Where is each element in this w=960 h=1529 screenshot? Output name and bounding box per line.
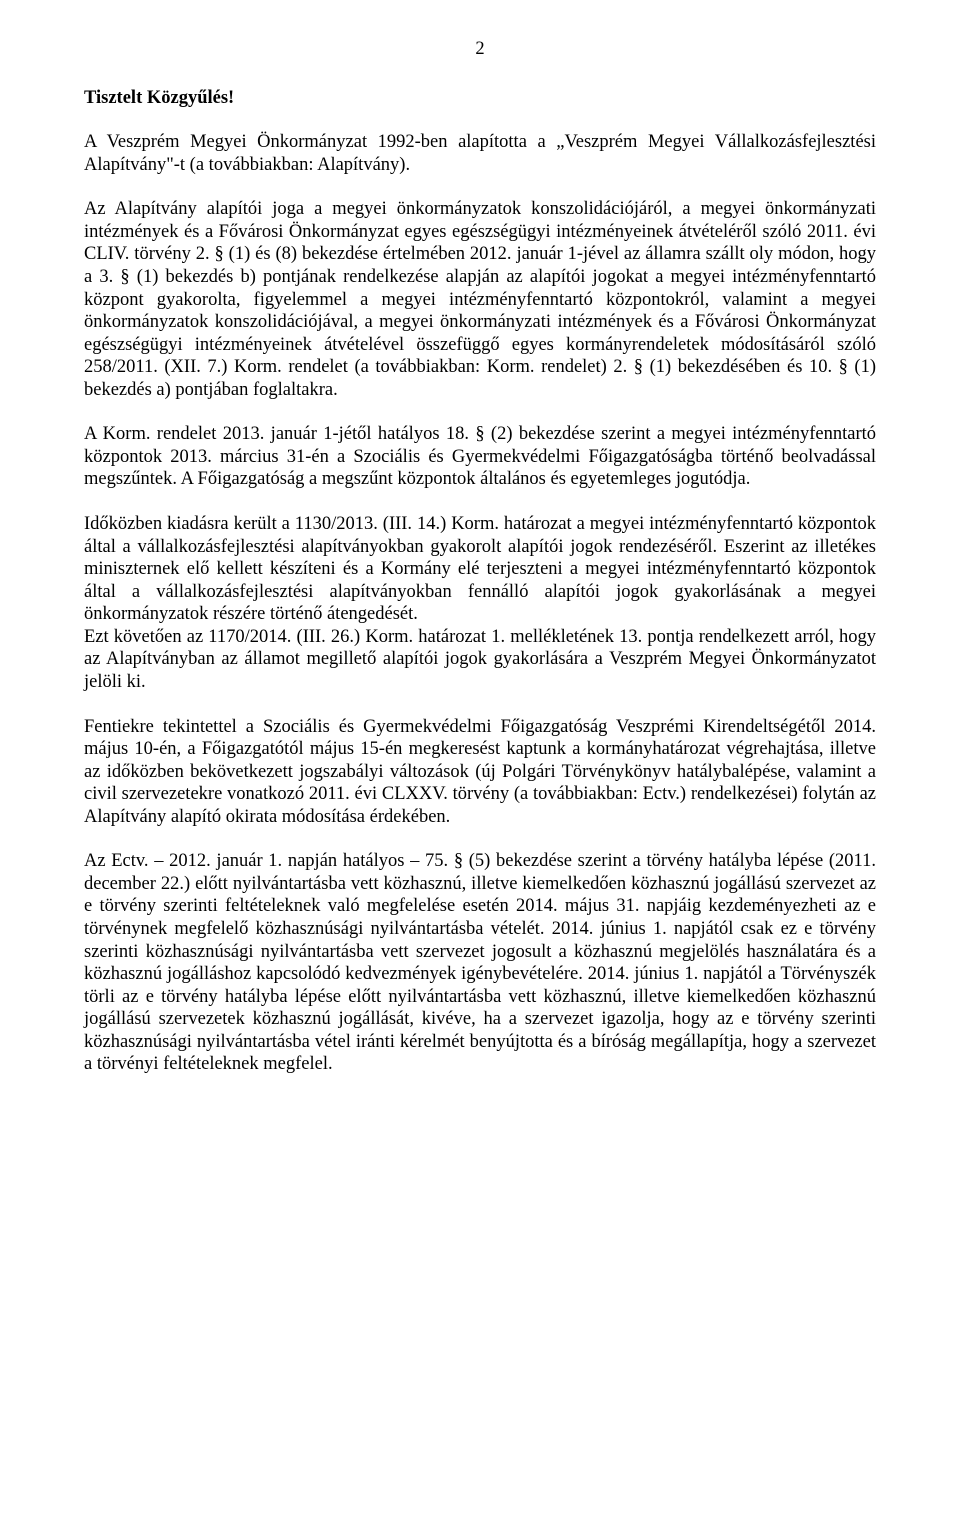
document-page: 2 Tisztelt Közgyűlés! A Veszprém Megyei …: [0, 0, 960, 1529]
paragraph: Időközben kiadásra került a 1130/2013. (…: [84, 513, 876, 694]
page-heading: Tisztelt Közgyűlés!: [84, 87, 876, 110]
paragraph: A Veszprém Megyei Önkormányzat 1992-ben …: [84, 131, 876, 176]
paragraph: A Korm. rendelet 2013. január 1-jétől ha…: [84, 423, 876, 491]
paragraph: Az Alapítvány alapítói joga a megyei önk…: [84, 198, 876, 401]
paragraph: Az Ectv. – 2012. január 1. napján hatály…: [84, 850, 876, 1076]
paragraph: Fentiekre tekintettel a Szociális és Gye…: [84, 716, 876, 829]
page-number: 2: [84, 38, 876, 61]
